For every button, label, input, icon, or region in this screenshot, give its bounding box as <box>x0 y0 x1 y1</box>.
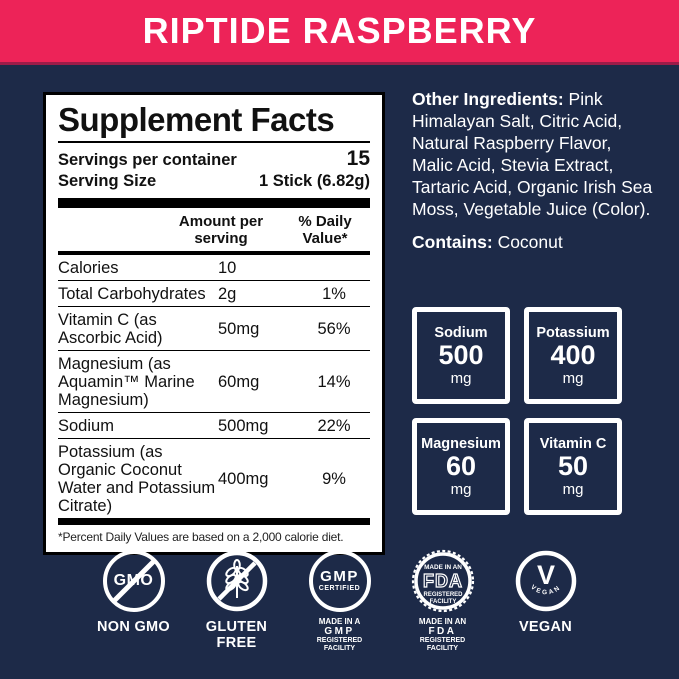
badge-gmp-certified: GMP CERTIFIED MADE IN A GMP REGISTERED F… <box>288 550 391 653</box>
badge-vegan: V VEGAN VEGAN <box>494 550 597 653</box>
contains-value: Coconut <box>492 232 563 252</box>
table-row: Potassium (as Organic Coconut Water and … <box>58 438 370 518</box>
table-row: Magnesium (as Aquamin™ Marine Magnesium)… <box>58 350 370 412</box>
nutrient-box-value: 400 <box>550 339 596 370</box>
nutrient-box-vitamin-c: Vitamin C 50 mg <box>524 418 622 515</box>
badge-label: GLUTEN FREE <box>206 619 267 651</box>
contains-text: Contains: Coconut <box>412 232 662 253</box>
badge-label-line: GMP <box>324 626 355 637</box>
nutrient-box-unit: mg <box>562 369 584 387</box>
nutrient-amount: 60mg <box>218 372 260 391</box>
nutrient-box-value: 50 <box>557 450 589 481</box>
nutrient-dv: 22% <box>317 416 351 435</box>
nutrient-name: Total Carbohydrates <box>58 284 206 303</box>
servings-per-container-row: Servings per container 15 <box>58 148 370 171</box>
serving-size-label: Serving Size <box>58 172 157 190</box>
badge-label-line: MADE IN AN <box>418 617 467 626</box>
fda-icon-top-text: MADE IN AN <box>424 564 462 571</box>
serving-size-value: 1 Stick (6.82g) <box>259 172 370 190</box>
certification-badges: GMO NON GMO GL <box>0 549 679 653</box>
badge-label-line: FACILITY <box>426 645 459 652</box>
supplement-facts-title: Supplement Facts <box>58 101 335 138</box>
nutrient-box-value: 60 <box>445 450 477 481</box>
nutrient-name: Magnesium (as Aquamin™ Marine Magnesium) <box>58 354 195 409</box>
divider <box>58 141 370 143</box>
table-row: Calories 10 <box>58 255 370 280</box>
nutrient-dv: 9% <box>322 469 346 488</box>
table-header: Amount per serving % Daily Value* <box>58 213 370 247</box>
nutrient-box-potassium: Potassium 400 mg <box>524 307 622 404</box>
badge-label-line: REGISTERED <box>419 637 466 644</box>
servings-label: Servings per container <box>58 151 237 169</box>
nutrient-box-unit: mg <box>562 480 584 498</box>
ingredients-panel: Other Ingredients: Pink Himalayan Salt, … <box>412 88 662 253</box>
table-row: Vitamin C (as Ascorbic Acid) 50mg 56% <box>58 306 370 350</box>
fda-icon-facility-text: FACILITY <box>429 599 456 605</box>
thick-divider <box>58 518 370 525</box>
nutrient-name: Calories <box>58 258 119 277</box>
heavy-divider <box>58 251 370 255</box>
nutrient-box-name: Sodium <box>434 324 488 341</box>
nutrient-dv: 14% <box>317 372 351 391</box>
nutrient-highlight-grid: Sodium 500 mg Potassium 400 mg Magnesium… <box>412 307 622 515</box>
badge-label: MADE IN A GMP REGISTERED FACILITY <box>317 617 363 653</box>
nutrient-dv: 1% <box>322 284 346 303</box>
nutrient-amount: 500mg <box>218 416 269 435</box>
nutrient-name: Vitamin C (as Ascorbic Acid) <box>58 310 163 347</box>
nutrient-box-sodium: Sodium 500 mg <box>412 307 510 404</box>
badge-label-line: GLUTEN <box>205 619 268 635</box>
badge-label: MADE IN AN FDA REGISTERED FACILITY <box>419 617 466 653</box>
badge-label-line: FREE <box>216 635 257 651</box>
fda-icon-registered-text: REGISTERED <box>423 592 463 598</box>
nutrient-dv: 56% <box>317 319 351 338</box>
badge-label-line: FDA <box>428 626 457 637</box>
nutrient-box-unit: mg <box>450 480 472 498</box>
vegan-icon: V VEGAN <box>515 550 576 612</box>
nutrient-name: Potassium (as Organic Coconut Water and … <box>58 442 216 515</box>
gmp-icon-subtitle: CERTIFIED <box>318 585 361 592</box>
badge-label-line: MADE IN A <box>318 617 361 626</box>
amount-header: Amount per serving <box>178 213 264 247</box>
gmp-certified-icon: GMP CERTIFIED <box>308 550 371 612</box>
fda-icon-title: FDA <box>423 571 463 591</box>
nutrient-amount: 50mg <box>218 319 260 338</box>
flavor-title: RIPTIDE RASPBERRY <box>142 10 537 51</box>
badge-label-line: REGISTERED <box>316 637 363 644</box>
serving-size-row: Serving Size 1 Stick (6.82g) <box>58 171 370 192</box>
nutrient-box-name: Vitamin C <box>539 435 607 452</box>
gmp-icon-title: GMP <box>320 568 359 585</box>
badge-label-line: FACILITY <box>323 645 356 652</box>
gluten-free-icon <box>206 550 267 612</box>
badge-gluten-free: GLUTEN FREE <box>185 550 288 653</box>
nutrient-box-name: Potassium <box>536 324 610 341</box>
nutrient-box-magnesium: Magnesium 60 mg <box>412 418 510 515</box>
vegan-icon-v: V <box>536 560 554 590</box>
nutrient-box-unit: mg <box>450 369 472 387</box>
servings-value: 15 <box>346 147 370 170</box>
nutrient-box-value: 500 <box>438 339 484 370</box>
supplement-facts-panel: Supplement Facts Servings per container … <box>43 92 385 555</box>
flavor-banner: RIPTIDE RASPBERRY <box>0 0 679 65</box>
nutrient-amount: 10 <box>218 258 237 277</box>
badge-non-gmo: GMO NON GMO <box>82 550 185 653</box>
nutrient-box-name: Magnesium <box>421 435 501 452</box>
other-ingredients-list: Pink Himalayan Salt, Citric Acid, Natura… <box>412 89 653 219</box>
table-row: Sodium 500mg 22% <box>58 412 370 438</box>
table-row: Total Carbohydrates 2g 1% <box>58 280 370 306</box>
daily-value-footnote: *Percent Daily Values are based on a 2,0… <box>58 530 344 544</box>
daily-value-header: % Daily Value* <box>298 213 352 247</box>
nutrient-amount: 400mg <box>218 469 269 488</box>
no-gmo-icon: GMO <box>102 550 165 612</box>
contains-label: Contains: <box>412 232 493 252</box>
nutrient-amount: 2g <box>218 284 237 303</box>
fda-registered-facility-icon: MADE IN AN FDA REGISTERED FACILITY <box>411 549 474 613</box>
other-ingredients-label: Other Ingredients: <box>412 89 564 109</box>
other-ingredients-text: Other Ingredients: Pink Himalayan Salt, … <box>412 88 654 220</box>
nutrient-name: Sodium <box>58 416 114 435</box>
badge-fda-facility: MADE IN AN FDA REGISTERED FACILITY MADE … <box>391 549 494 653</box>
badge-label: VEGAN <box>518 619 573 635</box>
thick-divider <box>58 198 370 208</box>
badge-label: NON GMO <box>97 619 170 635</box>
